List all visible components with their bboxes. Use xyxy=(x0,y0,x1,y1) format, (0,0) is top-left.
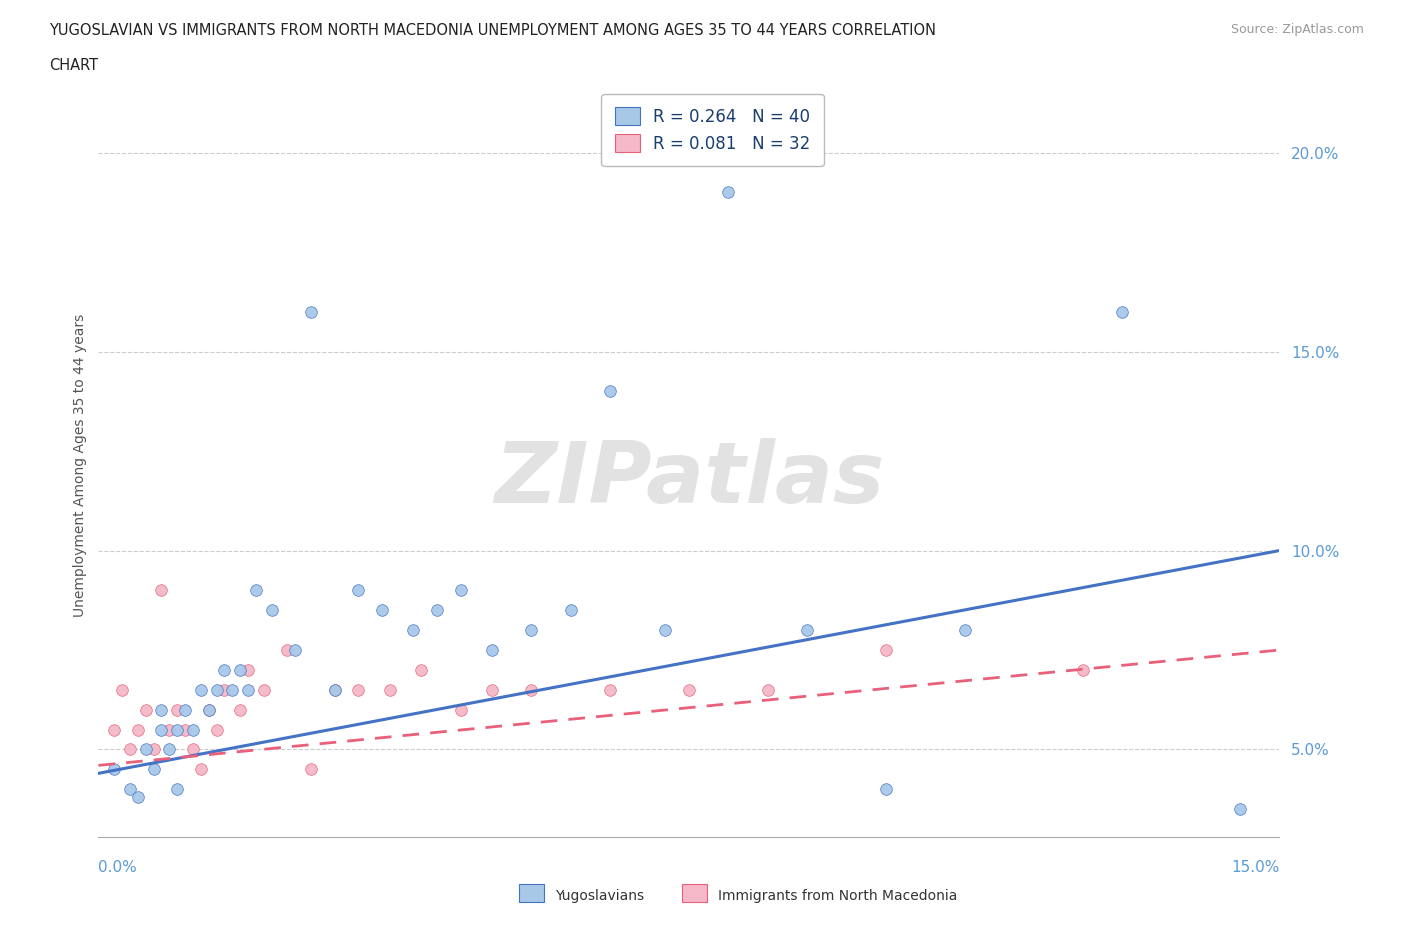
Point xyxy=(174,722,197,737)
Text: 0.0%: 0.0% xyxy=(98,860,138,875)
Point xyxy=(1229,802,1251,817)
Point xyxy=(135,742,157,757)
Point xyxy=(756,683,779,698)
Point xyxy=(150,583,173,598)
Point xyxy=(197,702,219,717)
Point xyxy=(205,683,228,698)
Point xyxy=(481,683,503,698)
Y-axis label: Unemployment Among Ages 35 to 44 years: Unemployment Among Ages 35 to 44 years xyxy=(73,313,87,617)
Point xyxy=(181,722,204,737)
Point xyxy=(450,583,472,598)
Point xyxy=(205,722,228,737)
Point xyxy=(299,762,322,777)
Point xyxy=(157,742,180,757)
Point xyxy=(1071,662,1094,677)
Point xyxy=(142,742,165,757)
Point xyxy=(214,683,236,698)
Point xyxy=(371,603,394,618)
Point xyxy=(520,623,543,638)
Point xyxy=(560,603,582,618)
Point xyxy=(111,683,134,698)
Point xyxy=(717,185,740,200)
Point xyxy=(103,762,125,777)
Point xyxy=(402,623,425,638)
Point xyxy=(229,662,252,677)
Point xyxy=(190,762,212,777)
Point xyxy=(450,702,472,717)
Text: CHART: CHART xyxy=(49,58,98,73)
Point xyxy=(236,662,259,677)
Legend: R = 0.264   N = 40, R = 0.081   N = 32: R = 0.264 N = 40, R = 0.081 N = 32 xyxy=(602,94,824,166)
Point xyxy=(796,623,818,638)
Point xyxy=(284,643,307,658)
Point xyxy=(118,782,141,797)
Point xyxy=(166,702,188,717)
Point xyxy=(127,790,149,804)
Point xyxy=(142,762,165,777)
Point xyxy=(953,623,976,638)
Point xyxy=(221,683,243,698)
Point xyxy=(599,683,621,698)
Point xyxy=(347,583,370,598)
Point xyxy=(347,683,370,698)
Point xyxy=(229,702,252,717)
Point xyxy=(245,583,267,598)
Text: YUGOSLAVIAN VS IMMIGRANTS FROM NORTH MACEDONIA UNEMPLOYMENT AMONG AGES 35 TO 44 : YUGOSLAVIAN VS IMMIGRANTS FROM NORTH MAC… xyxy=(49,23,936,38)
Point xyxy=(150,702,173,717)
Point xyxy=(181,742,204,757)
Point xyxy=(875,643,897,658)
Point xyxy=(299,304,322,319)
Point xyxy=(875,782,897,797)
Point xyxy=(150,722,173,737)
Point xyxy=(481,643,503,658)
Text: ZIPatlas: ZIPatlas xyxy=(494,438,884,522)
Point xyxy=(174,702,197,717)
Point xyxy=(411,662,433,677)
Point xyxy=(166,722,188,737)
Text: Source: ZipAtlas.com: Source: ZipAtlas.com xyxy=(1230,23,1364,36)
Point xyxy=(1111,304,1133,319)
Point xyxy=(103,722,125,737)
Point xyxy=(378,683,401,698)
Point xyxy=(426,603,449,618)
Point xyxy=(118,742,141,757)
Point xyxy=(520,683,543,698)
Point xyxy=(135,702,157,717)
Point xyxy=(599,384,621,399)
Point xyxy=(276,643,298,658)
Point xyxy=(654,623,676,638)
Point xyxy=(236,683,259,698)
Text: 15.0%: 15.0% xyxy=(1232,860,1279,875)
Text: Yugoslavians: Yugoslavians xyxy=(555,888,644,903)
Point xyxy=(127,722,149,737)
Point xyxy=(260,603,283,618)
Point xyxy=(197,702,219,717)
Point xyxy=(190,683,212,698)
Text: Immigrants from North Macedonia: Immigrants from North Macedonia xyxy=(718,888,957,903)
Point xyxy=(157,722,180,737)
Point xyxy=(166,782,188,797)
Point xyxy=(678,683,700,698)
Point xyxy=(214,662,236,677)
Point xyxy=(323,683,346,698)
Point xyxy=(323,683,346,698)
Point xyxy=(253,683,276,698)
